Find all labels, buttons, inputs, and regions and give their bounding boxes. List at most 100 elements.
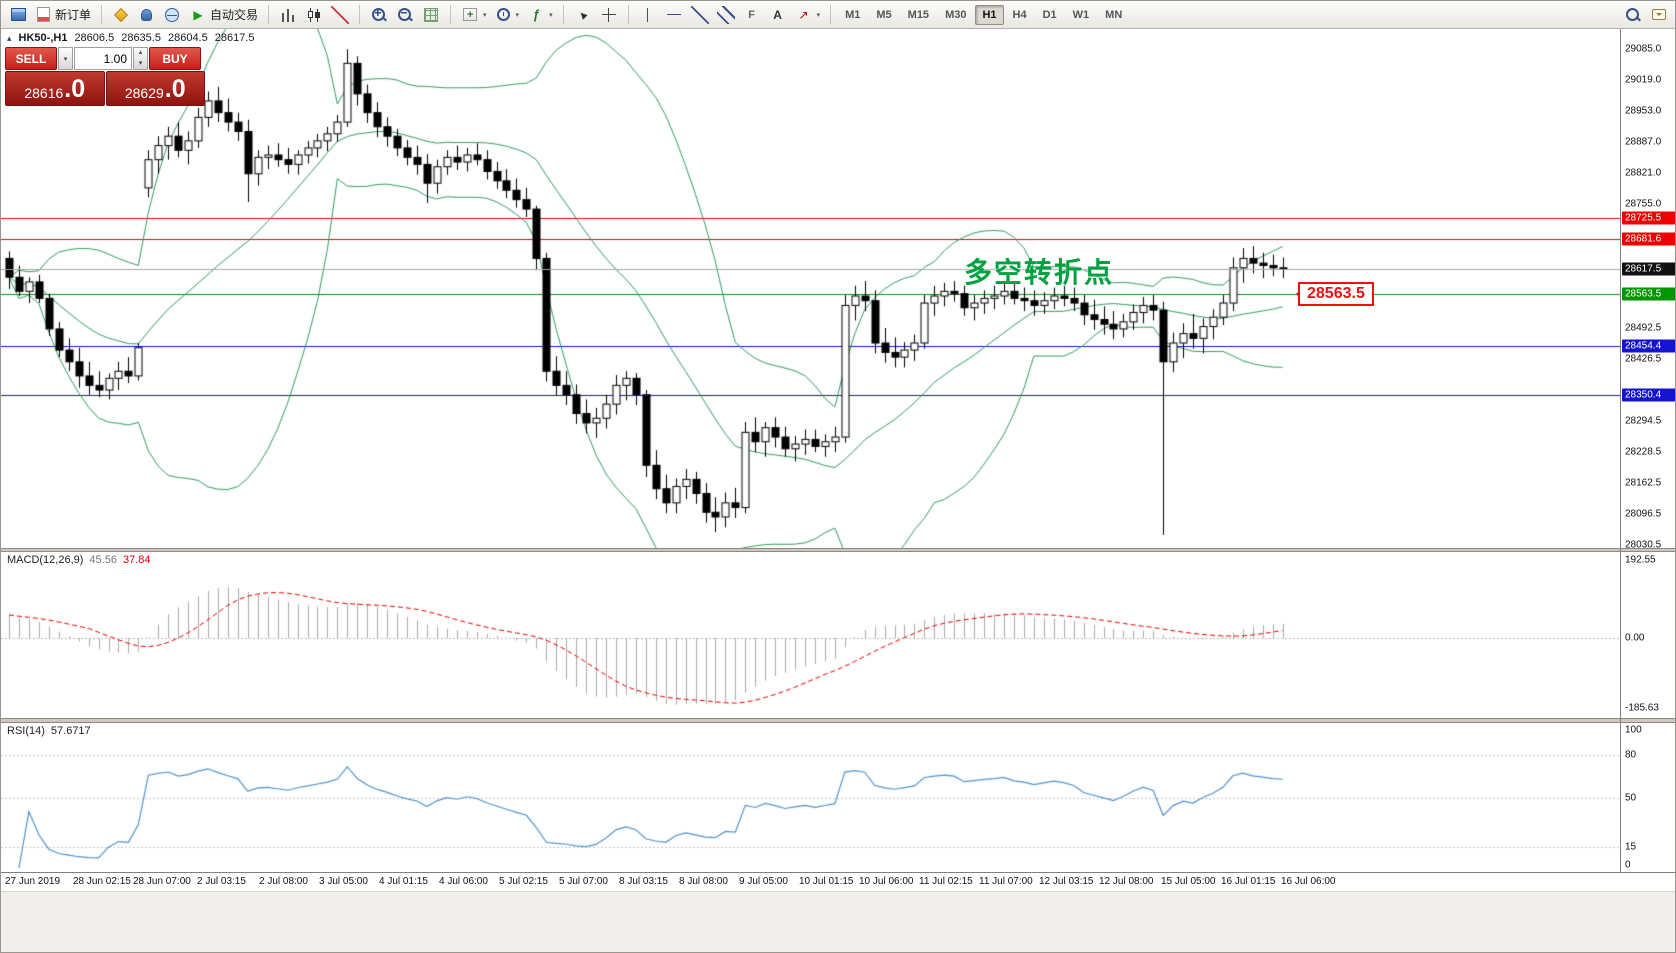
chart-window-icon[interactable] <box>7 5 30 24</box>
bar-chart-icon[interactable] <box>276 5 300 25</box>
price-axis[interactable]: 29085.0 29019.0 28953.0 28887.0 28821.0 28755… <box>1621 29 1675 550</box>
tile-windows-icon[interactable] <box>419 5 443 25</box>
toolbar-separator <box>268 5 270 24</box>
price-axis-tick: 28228.5 <box>1625 446 1662 458</box>
search-icon[interactable] <box>1621 5 1645 25</box>
timeframe-w1[interactable]: W1 <box>1072 8 1090 21</box>
trendline-icon[interactable] <box>688 5 712 25</box>
time-axis-label: 8 Jul 08:00 <box>679 876 728 887</box>
timeframe-mn[interactable]: MN <box>1105 8 1123 21</box>
market-icon[interactable] <box>160 5 184 25</box>
community-icon[interactable] <box>135 5 158 25</box>
macd-panel[interactable] <box>1 552 1621 718</box>
toolbar-separator <box>359 5 361 24</box>
new-order-button-label: 新订单 <box>55 8 92 22</box>
spinner-up-icon[interactable]: ▴ <box>138 49 143 56</box>
line-chart-icon[interactable] <box>328 5 352 25</box>
macd-axis-tick: 192.55 <box>1625 554 1656 566</box>
candlestick-chart-icon[interactable] <box>302 5 326 25</box>
time-axis[interactable]: 27 Jun 2019 28 Jun 02:15 28 Jun 07:00 2 Jul… <box>1 872 1675 891</box>
price-axis-tick: 28162.5 <box>1625 477 1662 489</box>
price-axis-tick: 28492.5 <box>1625 322 1662 334</box>
rsi-panel-splitter[interactable] <box>1 718 1675 723</box>
time-axis-label: 5 Jul 02:15 <box>499 876 548 887</box>
macd-indicator-label: MACD(12,26,9) 45.56 37.84 <box>7 554 150 566</box>
price-level-badge: 28681.6 <box>1622 232 1675 246</box>
rsi-axis-tick: 15 <box>1625 841 1637 853</box>
search-icon-glyph <box>1624 6 1642 24</box>
time-axis-label: 11 Jul 07:00 <box>979 876 1033 887</box>
crosshair-icon[interactable] <box>597 5 621 25</box>
vertical-line-icon[interactable] <box>636 5 660 25</box>
autotrading-button[interactable]: ▶ 自动交易 <box>186 5 261 25</box>
price-axis-tick: 28426.5 <box>1625 353 1662 365</box>
time-axis-label: 12 Jul 08:00 <box>1099 876 1154 887</box>
rsi-indicator-label: RSI(14) 57.6717 <box>7 725 91 737</box>
chat-icon-glyph <box>1652 9 1666 20</box>
one-click-toggle-icon[interactable]: ▴ <box>7 32 12 43</box>
time-axis-label: 9 Jul 05:00 <box>739 876 788 887</box>
turning-point-annotation[interactable]: 多空转折点 <box>964 257 1115 288</box>
chart-ohlc-header: ▴ HK50-,H1 28606.5 28635.5 28604.5 28617… <box>7 32 255 44</box>
chat-icon[interactable] <box>1647 5 1671 24</box>
new-order-button[interactable]: 新订单 <box>32 5 94 24</box>
macd-axis-tick: -185.63 <box>1625 702 1659 714</box>
cursor-icon[interactable]: ► <box>571 5 595 25</box>
zoom-in-icon[interactable] <box>367 5 391 25</box>
volume-dropdown-button[interactable]: ▾ <box>58 47 73 70</box>
macd-panel-splitter[interactable] <box>1 548 1675 552</box>
timeframe-m5[interactable]: M5 <box>876 8 892 21</box>
volume-stepper[interactable]: ▴ ▾ <box>133 47 148 70</box>
time-axis-label: 27 Jun 2019 <box>5 876 61 887</box>
rsi-axis-tick: 100 <box>1625 724 1642 736</box>
price-axis-tick: 28953.0 <box>1625 105 1662 117</box>
timeframe-m1[interactable]: M1 <box>845 8 861 21</box>
horizontal-line-icon-glyph <box>664 5 683 24</box>
text-label-icon[interactable]: A <box>766 5 790 25</box>
price-callout-annotation[interactable]: 28563.5 <box>1296 282 1374 306</box>
timeframe-m15[interactable]: M15 <box>907 8 930 21</box>
time-axis-label: 16 Jul 01:15 <box>1221 876 1276 887</box>
macd-signal-value: 37.84 <box>122 554 151 566</box>
time-axis-label: 3 Jul 05:00 <box>319 876 368 887</box>
vertical-line-icon-glyph <box>638 5 657 24</box>
timeframe-h4[interactable]: H4 <box>1012 8 1027 21</box>
time-axis-label: 15 Jul 05:00 <box>1161 876 1216 887</box>
community-icon-glyph <box>141 8 153 21</box>
buy-button[interactable]: BUY <box>149 47 201 70</box>
chevron-down-icon: ▾ <box>816 11 821 19</box>
spinner-down-icon[interactable]: ▾ <box>138 59 143 67</box>
price-chart[interactable] <box>1 29 1621 548</box>
macd-axis[interactable]: 192.55 0.00 -185.63 <box>1621 552 1675 718</box>
time-axis-label: 28 Jun 02:15 <box>73 876 131 887</box>
price-axis-tick: 29019.0 <box>1625 74 1662 86</box>
macd-name: MACD(12,26,9) <box>7 554 84 566</box>
chart-open-value: 28606.5 <box>74 32 115 44</box>
price-level-badge: 28725.5 <box>1622 211 1675 225</box>
horizontal-line-icon[interactable] <box>662 5 686 25</box>
buy-price-button[interactable]: 28629.0 <box>105 71 205 106</box>
indicators-icon[interactable]: ƒ ▾ <box>524 5 556 25</box>
timeframe-m30[interactable]: M30 <box>945 8 967 21</box>
profiles-icon[interactable]: ▾ <box>492 5 523 24</box>
channel-icon[interactable] <box>714 5 738 25</box>
metaquotes-icon[interactable] <box>109 5 133 25</box>
rsi-name: RSI(14) <box>7 725 45 737</box>
new-chart-icon[interactable]: ▾ <box>458 5 490 24</box>
sell-button[interactable]: SELL <box>5 47 57 70</box>
time-axis-label: 4 Jul 01:15 <box>379 876 428 887</box>
rsi-panel[interactable] <box>1 723 1621 872</box>
zoom-out-icon[interactable] <box>393 5 417 25</box>
price-axis-tick: 29085.0 <box>1625 43 1662 55</box>
fibonacci-icon[interactable]: F <box>740 5 764 25</box>
bar-chart-icon-glyph <box>279 5 298 24</box>
trendline-icon-glyph <box>690 5 709 24</box>
rsi-axis[interactable]: 100 80 50 15 0 <box>1621 723 1675 872</box>
time-axis-label: 8 Jul 03:15 <box>619 876 668 887</box>
timeframe-d1[interactable]: D1 <box>1042 8 1057 21</box>
arrow-objects-icon[interactable]: ↗ ▾ <box>792 5 824 25</box>
sell-price-button[interactable]: 28616.0 <box>5 71 105 106</box>
timeframe-h1[interactable]: H1 <box>975 4 1004 25</box>
volume-input[interactable] <box>74 47 132 70</box>
price-axis-tick: 28294.5 <box>1625 415 1662 427</box>
